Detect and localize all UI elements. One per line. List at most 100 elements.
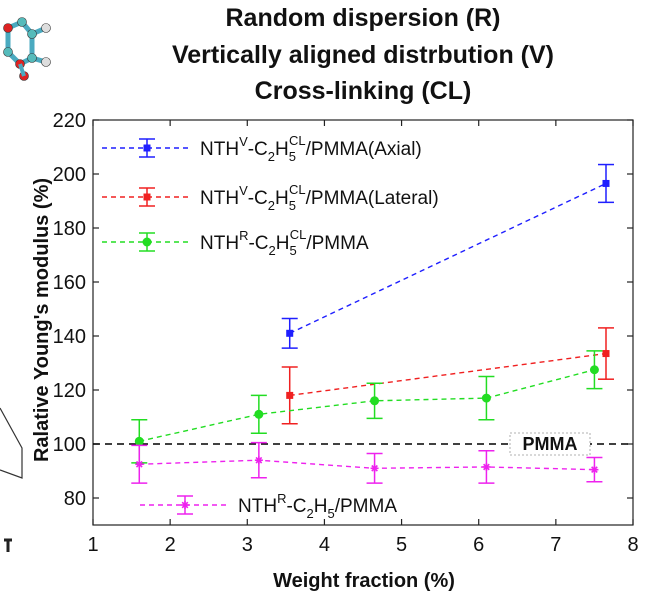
legend-label-part: 5 xyxy=(289,149,296,164)
series-line xyxy=(139,369,595,442)
y-tick-label: 100 xyxy=(53,434,86,456)
legend-label-part: R xyxy=(239,228,248,243)
legend-label-part: R xyxy=(277,491,286,506)
data-point xyxy=(134,436,144,446)
legend-label-part: H xyxy=(275,188,289,209)
legend-label-part: V xyxy=(239,134,248,149)
data-point xyxy=(135,460,144,469)
legend-label-part: H xyxy=(276,233,290,254)
marker-stroke xyxy=(591,466,598,474)
data-point xyxy=(286,329,294,337)
reference-layer: PMMA xyxy=(93,432,633,456)
molecule-atom xyxy=(27,29,37,39)
legend-entry-1: NTHV-C2H5CL/PMMA(Lateral) xyxy=(102,182,439,213)
legend-entry-0: NTHV-C2H5CL/PMMA(Axial) xyxy=(102,133,422,164)
molecule-atom xyxy=(41,23,51,33)
legend-marker xyxy=(181,501,189,509)
legend-label: NTHR-C2H5CL/PMMA xyxy=(200,227,369,258)
y-tick-label: 160 xyxy=(53,272,86,294)
legend-label: NTHV-C2H5CL/PMMA(Axial) xyxy=(200,133,422,164)
chart-title-line-3: Cross-linking (CL) xyxy=(254,77,472,105)
molecule-bond xyxy=(18,63,26,77)
marker-stroke xyxy=(483,463,490,471)
data-point xyxy=(286,391,294,399)
series-0 xyxy=(281,163,614,349)
legend-label-part: 2 xyxy=(268,198,275,213)
x-tick-label: 6 xyxy=(473,534,484,556)
series-1 xyxy=(281,327,614,425)
series-line xyxy=(289,182,607,334)
chart-title-line-1: Random dispersion (R) xyxy=(225,4,501,32)
data-point xyxy=(254,409,264,419)
chart-title-line-2: Vertically aligned distrbution (V) xyxy=(171,41,554,69)
x-tick-label: 1 xyxy=(87,534,98,556)
legend-label-part: -C xyxy=(248,139,268,160)
y-tick-label: 220 xyxy=(53,110,86,132)
x-tick-label: 3 xyxy=(242,534,253,556)
legend-label-part: -C xyxy=(286,496,306,517)
series-2 xyxy=(131,350,603,464)
marker-stroke xyxy=(135,460,143,468)
legend-layer: NTHV-C2H5CL/PMMA(Axial)NTHV-C2H5CL/PMMA(… xyxy=(102,133,439,521)
x-tick-label: 7 xyxy=(550,534,561,556)
data-point xyxy=(602,179,610,187)
x-tick-label: 2 xyxy=(165,534,176,556)
legend-label: NTHV-C2H5CL/PMMA(Lateral) xyxy=(200,182,439,213)
molecule-atom xyxy=(17,17,27,27)
series-line xyxy=(139,459,595,471)
data-point xyxy=(370,396,380,406)
legend-label-part: -C xyxy=(248,233,268,254)
legend-label-part: NTH xyxy=(238,496,277,517)
axes-layer: 1 2 3 4 5 6 7 8 80 100 120 140 160 180 200 220 xyxy=(53,110,639,556)
y-tick-label: 80 xyxy=(64,488,86,510)
legend-entry-2: NTHR-C2H5CL/PMMA xyxy=(102,227,369,258)
y-tick-label: 180 xyxy=(53,218,86,240)
y-tick-label: 120 xyxy=(53,380,86,402)
data-point xyxy=(481,393,491,403)
pmma-label: PMMA xyxy=(523,434,578,454)
series-3 xyxy=(131,441,603,484)
marker-stroke xyxy=(255,456,263,464)
x-tick-label: 5 xyxy=(396,534,407,556)
legend-label: NTHR-C2H5/PMMA xyxy=(238,491,397,521)
legend-label-part: V xyxy=(239,183,248,198)
legend-label-part: 2 xyxy=(269,243,276,258)
legend-marker xyxy=(142,237,152,247)
legend-label-part: /PMMA(Lateral) xyxy=(306,188,439,209)
molecule-atom xyxy=(41,57,51,67)
series-line xyxy=(289,352,607,397)
x-tick-label: 8 xyxy=(627,534,638,556)
plot-frame xyxy=(92,119,634,526)
y-tick-label: 140 xyxy=(53,326,86,348)
molecule-atom xyxy=(27,53,37,63)
marker-stroke xyxy=(181,501,189,509)
data-point xyxy=(590,465,599,474)
legend-label-part: 5 xyxy=(289,198,296,213)
data-point xyxy=(254,456,263,465)
legend-label-part: CL xyxy=(289,133,306,148)
legend-entry-3: NTHR-C2H5/PMMA xyxy=(140,491,397,521)
legend-label-part: CL xyxy=(289,182,306,197)
x-axis-label: Weight fraction (%) xyxy=(273,570,455,592)
molecule-atom xyxy=(3,23,13,33)
legend-label-part: NTH xyxy=(200,233,239,254)
legend-label-part: H xyxy=(275,139,289,160)
legend-label-part: CL xyxy=(290,227,307,242)
legend-label-part: NTH xyxy=(200,188,239,209)
legend-label-part: /PMMA(Axial) xyxy=(306,139,422,160)
edge-fragment-shape xyxy=(0,407,23,479)
molecule-illustration xyxy=(3,17,51,81)
legend-label-part: /PMMA xyxy=(335,496,398,517)
legend-marker xyxy=(143,193,151,201)
data-point xyxy=(482,462,491,471)
edge-fragment-glyph xyxy=(4,538,12,552)
series-layer xyxy=(131,163,614,484)
legend-label-part: /PMMA xyxy=(306,233,369,254)
legend-label-part: -C xyxy=(248,188,268,209)
x-tick-label: 4 xyxy=(319,534,330,556)
legend-label-part: 5 xyxy=(327,506,334,521)
legend-label-part: H xyxy=(314,496,328,517)
legend-marker xyxy=(143,144,151,152)
y-axis-label: Ralative Young's modulus (%) xyxy=(31,178,53,462)
